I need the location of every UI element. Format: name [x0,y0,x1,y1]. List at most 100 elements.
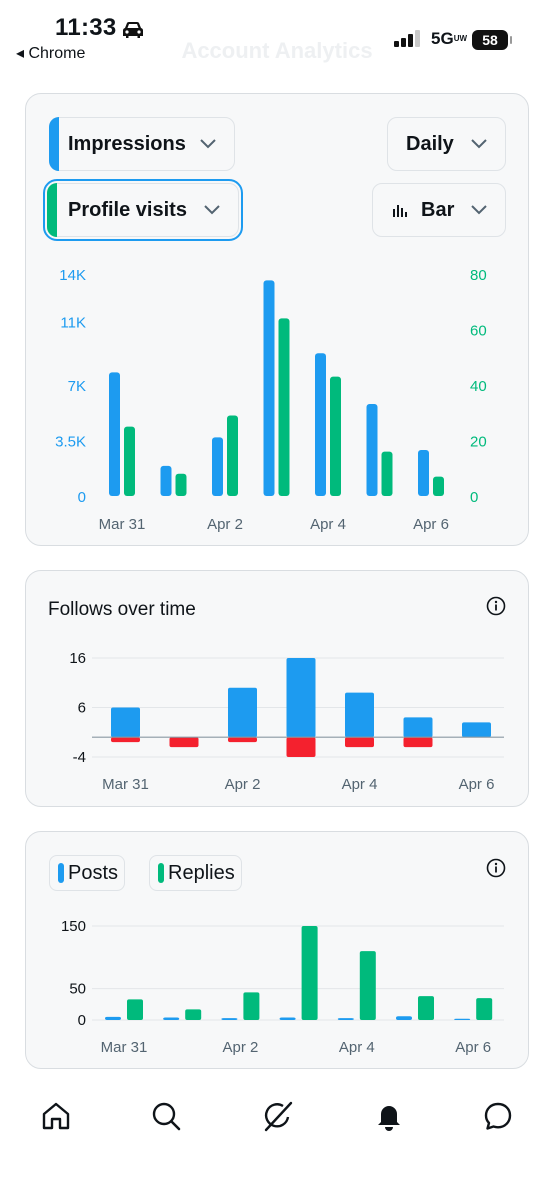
y-left-tick: 7K [68,378,86,395]
posts-bar [221,1018,238,1020]
clock: 11:33 [55,14,117,41]
home-icon[interactable] [40,1100,72,1132]
bar-chart-icon [393,205,407,217]
follows-bar [111,707,140,738]
profile-visits-bar [278,318,290,496]
metric1-selector[interactable]: Impressions [49,117,235,171]
follows-bar [228,687,257,738]
replies-bar [243,992,260,1020]
unfollows-bar [286,737,316,757]
interval-label: Daily [406,132,454,155]
y-tick: 150 [61,918,86,935]
metrics-bar-chart: 0 3.5K 7K 11K 14K 0 20 40 60 80 Mar 31 Apr 2 Apr 4 Ap… [55,267,487,533]
impressions-bar [418,450,429,496]
posts-bar [337,1018,354,1020]
replies-bar [476,998,493,1020]
profile-visits-bar [330,376,341,496]
impressions-bar [263,280,275,496]
y-tick: 6 [78,700,86,717]
impressions-bar [212,437,223,496]
follows-title: Follows over time [48,599,196,620]
x-tick-label: Mar 31 [99,516,146,533]
x-tick-label: Apr 2 [225,776,261,793]
y-tick: -4 [73,749,86,766]
x-tick-label: Apr 6 [455,1039,491,1056]
impressions-bar [366,404,378,496]
x-tick-label: Apr 6 [413,516,449,533]
y-left-tick: 3.5K [55,434,86,451]
info-icon[interactable] [486,858,506,878]
grok-icon[interactable] [262,1100,294,1132]
y-right-tick: 20 [470,434,487,451]
profile-visits-bar [227,415,238,496]
unfollows-bar [169,737,199,748]
follows-chart-card: Follows over time -4 6 16 Mar 31 Apr 2 Apr 4 A… [25,570,529,807]
metric2-color-bar [47,183,57,237]
y-left-tick: 11K [60,315,86,332]
replies-bar [359,951,376,1020]
interval-selector[interactable]: Daily [387,117,506,171]
bottom-tab-bar [0,1080,554,1200]
follows-bar [345,692,374,738]
legend-posts-label: Posts [68,861,119,884]
status-bar: 11:33 ◂ Chrome Account Analytics 5GUW 58 [0,0,554,70]
replies-bar [418,996,434,1020]
chevron-down-icon [471,205,487,215]
chevron-down-icon [200,139,216,149]
x-tick-label: Apr 4 [339,1039,375,1056]
posts-color-dot [58,863,64,883]
legend-replies-label: Replies [168,861,235,884]
battery-indicator: 58 [472,30,512,50]
replies-color-dot [158,863,164,883]
unfollows-bar [111,737,140,743]
impressions-bar [315,353,326,496]
profile-visits-bar [381,451,393,496]
posts-chart-card: Posts Replies 0 50 150 Mar 31 Apr 2 Apr 4 Apr … [25,831,529,1069]
x-tick-label: Mar 31 [102,776,149,793]
metric2-label: Profile visits [68,198,187,221]
profile-visits-bar [124,426,135,496]
profile-visits-bar [433,476,444,496]
replies-bar [185,1009,202,1020]
info-icon[interactable] [486,596,506,616]
messages-icon[interactable] [482,1100,514,1132]
y-tick: 0 [78,1012,86,1029]
y-tick: 16 [69,650,86,667]
follows-bar [286,658,316,738]
notifications-icon[interactable] [373,1100,405,1132]
legend-replies[interactable]: Replies [149,855,242,891]
search-icon[interactable] [150,1100,182,1132]
unfollows-bar [403,737,433,748]
metrics-chart-card: Impressions Profile visits Daily Bar 0 3.… [25,93,529,546]
page-title: Account Analytics [181,38,373,63]
posts-bar [396,1016,412,1020]
replies-bar [301,926,318,1020]
follows-bar [462,722,491,738]
metric2-selector[interactable]: Profile visits [43,179,243,241]
y-left-tick: 0 [78,489,86,506]
legend-posts[interactable]: Posts [49,855,125,891]
metric1-label: Impressions [68,132,186,155]
replies-bar [127,999,143,1020]
unfollows-bar [345,737,374,748]
x-tick-label: Apr 2 [207,516,243,533]
signal-icon [394,30,420,47]
car-icon [123,22,143,38]
chart-type-label: Bar [421,198,455,221]
y-right-tick: 0 [470,489,478,506]
x-tick-label: Apr 4 [342,776,378,793]
posts-bar-chart: 0 50 150 Mar 31 Apr 2 Apr 4 Apr 6 [61,918,504,1056]
posts-bar [454,1018,471,1020]
follows-bar-chart: -4 6 16 Mar 31 Apr 2 Apr 4 Apr 6 [69,650,504,793]
chart-type-selector[interactable]: Bar [372,183,506,237]
x-tick-label: Mar 31 [101,1039,148,1056]
follows-bar [403,717,433,738]
impressions-bar [160,465,172,496]
x-tick-label: Apr 4 [310,516,346,533]
metric1-color-bar [49,117,59,171]
chevron-down-icon [204,205,220,215]
y-right-tick: 40 [470,378,487,395]
back-to-chrome[interactable]: ◂ Chrome [16,45,86,62]
y-tick: 50 [69,981,86,998]
chevron-down-icon [471,139,487,149]
